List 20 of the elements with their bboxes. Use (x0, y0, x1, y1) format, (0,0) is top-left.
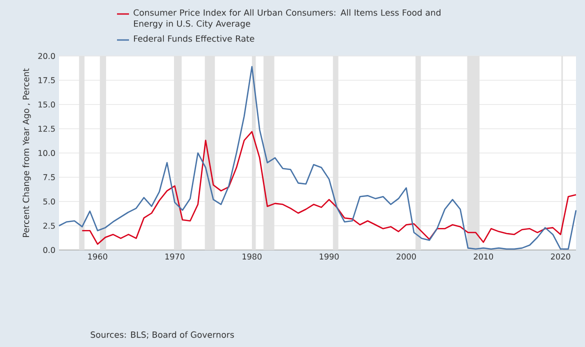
y-tick-label: 5.0 (43, 198, 55, 205)
y-tick-label: 15.0 (38, 101, 55, 108)
y-tick-label: 2.5 (43, 222, 55, 229)
y-axis-title: Percent Change from Year Ago , Percent (22, 68, 31, 237)
x-tick-label: 2010 (474, 254, 494, 260)
x-tick-label: 1990 (320, 254, 339, 260)
y-tick-label: 17.5 (38, 77, 55, 84)
legend-label: Consumer Price Index for All Urban Consumers: All Items Less Food and Energy in U.S. City Average (134, 9, 440, 28)
x-tick-label: 2000 (396, 254, 416, 260)
source-note: Sources: BLS; Board of Governors (90, 331, 234, 339)
x-tick-label: 1980 (242, 254, 262, 260)
x-tick-label: 2020 (550, 254, 570, 260)
y-tick-label: 20.0 (38, 52, 55, 60)
legend-label: Federal Funds Effective Rate (134, 35, 254, 42)
y-tick-label: 0.0 (43, 246, 55, 254)
y-tick-label: 10.0 (38, 150, 55, 156)
y-tick-label: 12.5 (38, 126, 55, 132)
y-tick-label: 7.5 (43, 174, 55, 180)
x-tick-label: 1960 (88, 254, 108, 260)
x-tick-label: 1970 (165, 254, 184, 260)
